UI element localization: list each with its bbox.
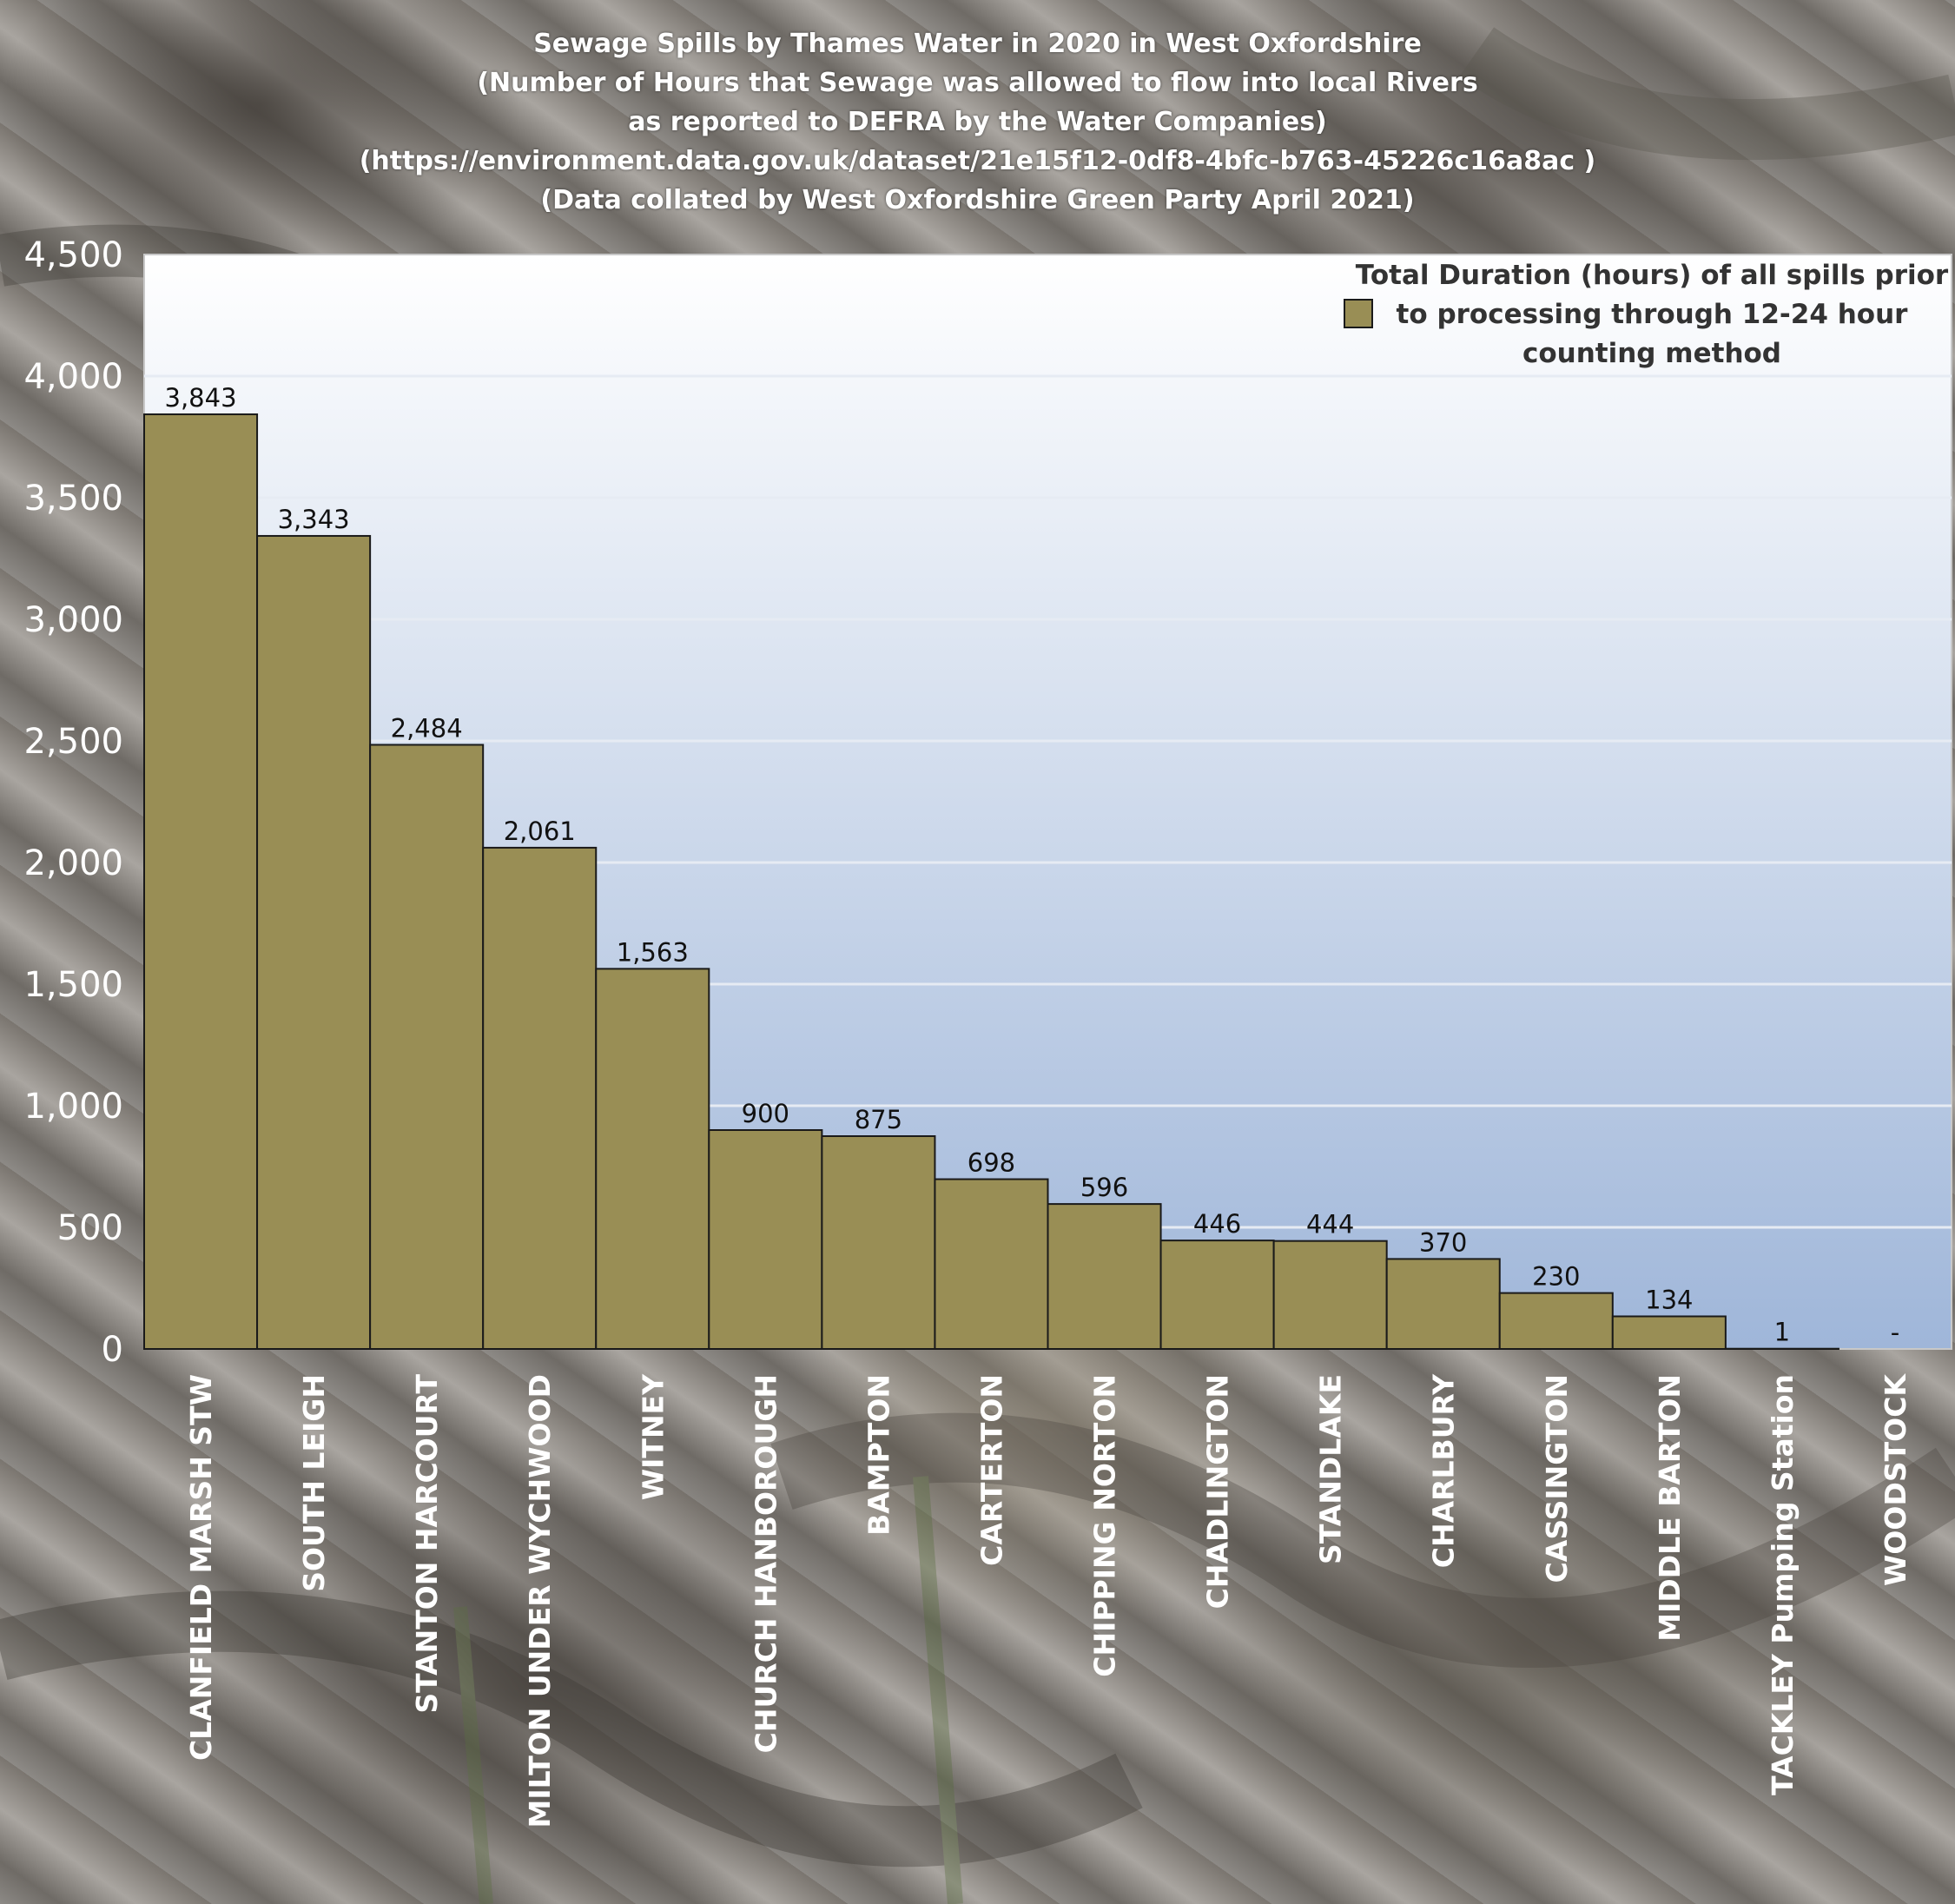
data-label: 1 <box>1774 1318 1790 1347</box>
bar <box>1385 1258 1501 1351</box>
x-tick-label: CHIPPING NORTON <box>1088 1374 1122 1677</box>
x-tick-label: MIDDLE BARTON <box>1653 1374 1687 1642</box>
x-tick-label: TACKLEY Pumping Station <box>1766 1374 1800 1795</box>
bars <box>143 413 1839 1351</box>
x-tick-label: CHADLINGTON <box>1201 1374 1235 1609</box>
bar <box>1159 1240 1275 1350</box>
data-label: 900 <box>742 1099 789 1128</box>
data-label: 134 <box>1645 1285 1693 1314</box>
bar <box>708 1129 823 1350</box>
x-tick-label: CHURCH HANBOROUGH <box>749 1374 783 1753</box>
bar <box>1498 1292 1614 1350</box>
bar <box>482 846 598 1350</box>
data-labels: 3,843 3,343 2,484 2,061 1,563 900 875 698 596 446… <box>165 383 1900 1347</box>
data-label: 3,843 <box>165 383 237 413</box>
x-tick-label: WITNEY <box>636 1373 670 1500</box>
bar <box>1611 1315 1727 1350</box>
bar <box>1047 1203 1162 1350</box>
y-tick-label: 1,500 <box>23 965 123 1005</box>
legend-swatch <box>1344 299 1373 328</box>
chart-subtitle-line-1: (Number of Hours that Sewage was allowed… <box>477 68 1478 98</box>
bar <box>256 534 372 1350</box>
bar <box>1272 1240 1388 1351</box>
data-label: - <box>1891 1318 1899 1347</box>
x-tick-label: WOODSTOCK <box>1879 1373 1912 1586</box>
y-tick-label: 2,500 <box>23 722 123 762</box>
x-tick-label: STANTON HARCOURT <box>410 1374 444 1714</box>
y-tick-label: 3,500 <box>23 479 123 519</box>
x-tick-label: SOUTH LEIGH <box>297 1374 331 1592</box>
data-label: 596 <box>1080 1173 1128 1202</box>
bar <box>934 1178 1049 1351</box>
data-label: 2,484 <box>391 713 463 743</box>
y-axis: 0 500 1,000 1,500 2,000 2,500 3,000 3,500 4,000 4… <box>23 235 123 1370</box>
y-tick-label: 2,000 <box>23 843 123 883</box>
bar <box>595 968 710 1350</box>
x-tick-label: CLANFIELD MARSH STW <box>184 1374 218 1761</box>
y-tick-label: 0 <box>102 1330 123 1370</box>
data-label: 446 <box>1193 1209 1241 1239</box>
chart-credit: (Data collated by West Oxfordshire Green… <box>540 185 1415 215</box>
legend-line-2: to processing through 12-24 hour <box>1397 299 1909 330</box>
data-label: 370 <box>1419 1227 1467 1257</box>
chart-subtitle-line-2: as reported to DEFRA by the Water Compan… <box>628 107 1327 137</box>
y-tick-label: 4,500 <box>23 235 123 275</box>
bar <box>821 1135 936 1350</box>
x-axis: CLANFIELD MARSH STW SOUTH LEIGH STANTON HA… <box>184 1373 1912 1828</box>
x-tick-label: STANDLAKE <box>1314 1374 1348 1564</box>
x-tick-label: BAMPTON <box>862 1374 895 1536</box>
data-label: 1,563 <box>617 937 689 967</box>
data-label: 444 <box>1306 1210 1354 1240</box>
data-label: 875 <box>855 1105 902 1134</box>
x-tick-label: MILTON UNDER WYCHWOOD <box>523 1374 557 1828</box>
y-tick-label: 4,000 <box>23 357 123 397</box>
x-tick-label: CASSINGTON <box>1540 1374 1574 1583</box>
chart-title-block: Sewage Spills by Thames Water in 2020 in… <box>0 24 1955 220</box>
y-tick-label: 1,000 <box>23 1087 123 1127</box>
legend-line-3: counting method <box>1522 338 1781 369</box>
x-tick-label: CARTERTON <box>974 1374 1008 1566</box>
y-tick-label: 3,000 <box>23 600 123 640</box>
x-tick-label: CHARLBURY <box>1427 1373 1461 1568</box>
legend-line-1: Total Duration (hours) of all spills pri… <box>1356 260 1949 291</box>
chart-title: Sewage Spills by Thames Water in 2020 in… <box>533 29 1422 59</box>
legend: Total Duration (hours) of all spills pri… <box>1344 260 1949 369</box>
bar <box>369 744 485 1350</box>
data-label: 2,061 <box>504 816 576 846</box>
y-tick-label: 500 <box>57 1208 123 1248</box>
data-label: 230 <box>1532 1262 1580 1292</box>
chart-source-url: (https://environment.data.gov.uk/dataset… <box>359 146 1596 176</box>
data-label: 3,343 <box>278 505 350 534</box>
bar <box>143 413 259 1351</box>
data-label: 698 <box>968 1148 1015 1178</box>
